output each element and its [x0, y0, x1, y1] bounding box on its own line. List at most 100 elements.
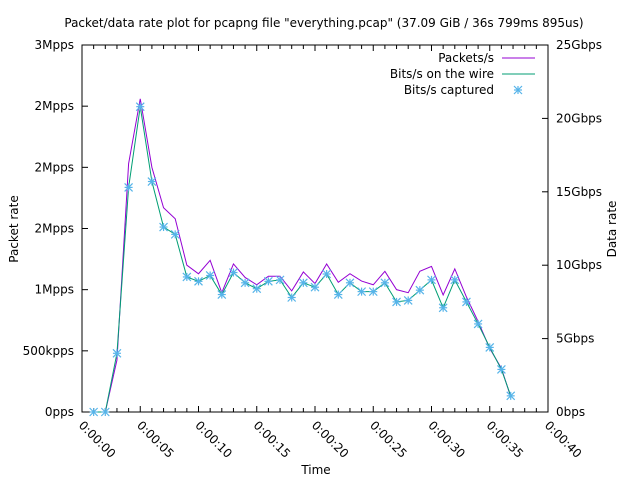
series-bits-s-captured — [89, 102, 516, 417]
series-bits-s-on-the-wire — [93, 106, 512, 413]
point-stroke — [100, 407, 110, 417]
y-tick-label: 2Mpps — [35, 160, 74, 174]
series-line — [93, 98, 512, 413]
y2-tick-label: 20Gbps — [556, 111, 602, 125]
point-stroke — [89, 407, 99, 417]
data-point — [403, 296, 413, 305]
data-point — [89, 407, 99, 417]
point-stroke — [229, 268, 238, 277]
data-point — [182, 272, 192, 282]
point-stroke — [496, 365, 506, 374]
y2-tick-label: 10Gbps — [556, 258, 602, 272]
chart-title: Packet/data rate plot for pcapng file "e… — [64, 16, 583, 30]
legend-label: Bits/s on the wire — [390, 67, 494, 81]
point-stroke — [392, 297, 401, 307]
point-stroke — [159, 222, 168, 232]
point-stroke — [263, 276, 273, 286]
y-axis-label: Packet rate — [7, 195, 21, 262]
data-point — [450, 275, 460, 285]
legend-label: Packets/s — [438, 51, 494, 65]
data-point — [310, 282, 320, 292]
y2-tick-label: 15Gbps — [556, 185, 602, 199]
point-stroke — [403, 296, 413, 305]
point-stroke — [298, 278, 308, 288]
point-stroke — [147, 177, 157, 186]
data-point — [287, 293, 297, 302]
point-stroke — [473, 319, 483, 329]
point-stroke — [450, 275, 460, 285]
x-tick-label: 0:00:05 — [134, 418, 177, 461]
data-point — [333, 290, 343, 299]
x-tick-label: 0:00:15 — [251, 418, 294, 461]
legend: Packets/s Bits/s on the wire Bits/s captur… — [390, 51, 535, 97]
data-point — [392, 297, 401, 307]
data-point — [263, 276, 273, 286]
data-point — [357, 287, 367, 297]
y-tick-label: 0pps — [45, 405, 74, 419]
series-packets-s — [93, 98, 512, 413]
data-point — [462, 297, 471, 307]
point-stroke — [287, 293, 297, 302]
data-point — [194, 276, 203, 286]
y2-tick-label: 5Gbps — [556, 332, 594, 346]
data-point — [380, 278, 390, 288]
point-stroke — [506, 391, 516, 401]
data-point — [252, 284, 262, 294]
x-axis-label: Time — [300, 463, 330, 477]
data-point — [496, 365, 506, 374]
data-point — [415, 285, 425, 295]
y2-tick-label: 25Gbps — [556, 38, 602, 52]
data-point — [322, 269, 332, 279]
data-point — [135, 102, 145, 112]
legend-swatch — [513, 85, 523, 95]
x-tick-label: 0:00:00 — [76, 418, 119, 461]
point-stroke — [182, 272, 192, 282]
point-stroke — [438, 303, 448, 313]
point-stroke — [275, 275, 285, 285]
point-stroke — [240, 278, 250, 288]
x-tick-label: 0:00:25 — [367, 418, 410, 461]
y2-axis-label: Data rate — [605, 201, 619, 258]
y-tick-label: 1Mpps — [35, 283, 74, 297]
data-point — [170, 229, 180, 239]
data-point — [427, 275, 436, 285]
data-point — [345, 278, 355, 288]
data-point — [506, 391, 516, 401]
point-stroke — [368, 287, 378, 297]
point-stroke — [310, 282, 320, 292]
data-point — [112, 348, 122, 358]
x-tick-label: 0:00:30 — [425, 418, 468, 461]
point-stroke — [513, 85, 523, 95]
data-point — [438, 303, 448, 313]
point-stroke — [322, 269, 332, 279]
point-stroke — [170, 229, 180, 239]
data-point — [124, 182, 134, 192]
x-tick-label: 0:00:40 — [542, 418, 585, 461]
point-stroke — [194, 276, 203, 286]
point-stroke — [357, 287, 367, 297]
data-point — [473, 319, 483, 329]
point-stroke — [427, 275, 436, 285]
point-stroke — [205, 271, 215, 280]
data-point — [298, 278, 308, 288]
data-point — [275, 275, 285, 285]
point-stroke — [217, 290, 227, 299]
point-stroke — [485, 342, 495, 352]
data-point — [229, 268, 238, 277]
data-point — [205, 271, 215, 280]
data-point — [147, 177, 157, 186]
point-stroke — [124, 182, 134, 192]
x-tick-label: 0:00:20 — [309, 418, 352, 461]
point-stroke — [112, 348, 122, 358]
data-point — [217, 290, 227, 299]
y-tick-label: 500kpps — [23, 344, 74, 358]
y2-tick-label: 0bps — [556, 405, 585, 419]
legend-label: Bits/s captured — [404, 83, 494, 97]
x-tick-label: 0:00:35 — [484, 418, 527, 461]
plot-border — [81, 44, 549, 413]
point-stroke — [462, 297, 471, 307]
point-stroke — [333, 290, 343, 299]
point-stroke — [135, 102, 145, 112]
data-point — [368, 287, 378, 297]
